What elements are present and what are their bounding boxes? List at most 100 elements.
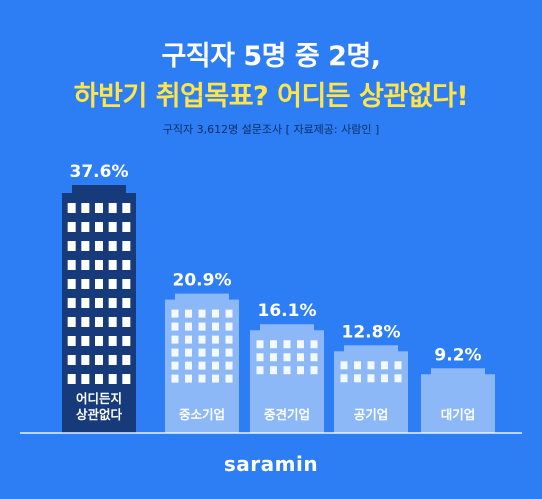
- brand-logo: saramin: [223, 452, 319, 476]
- bar-window: [225, 309, 233, 318]
- bar-window: [185, 322, 192, 331]
- bar-window: [95, 260, 103, 270]
- bar-window: [95, 355, 103, 365]
- bar-window: [270, 340, 277, 349]
- bar-window: [354, 361, 361, 370]
- bar-window: [212, 322, 219, 331]
- bar-window: [381, 374, 388, 383]
- bar-roof: [431, 368, 485, 376]
- bar-window: [198, 374, 206, 383]
- category-label: 공기업: [354, 407, 389, 422]
- bar-window: [256, 340, 264, 349]
- bar-window: [95, 317, 103, 327]
- bar-window: [81, 279, 90, 289]
- bar-window: [108, 222, 117, 232]
- bar-window: [270, 353, 277, 362]
- bar-window: [367, 374, 375, 383]
- bar-window: [108, 260, 117, 270]
- bar-window: [122, 203, 131, 213]
- bar-window: [354, 374, 361, 383]
- bar-window: [256, 366, 264, 375]
- bar-window: [95, 222, 103, 232]
- bar-window: [256, 353, 264, 362]
- chart-title-line1: 구직자 5명 중 2명,: [161, 41, 381, 72]
- bar-roof: [175, 293, 229, 301]
- chart-subtitle: 구직자 3,612명 설문조사 [ 자료제공: 사람인 ]: [162, 123, 380, 136]
- bar-window: [198, 322, 206, 331]
- bar-window: [185, 309, 192, 318]
- bar-window: [108, 336, 117, 346]
- bar-window: [225, 348, 233, 357]
- bar-window: [297, 353, 304, 362]
- bar-window: [185, 374, 192, 383]
- bar-window: [81, 355, 90, 365]
- bar-window: [297, 366, 304, 375]
- bar-window: [270, 366, 277, 375]
- bar-window: [122, 222, 131, 232]
- bar-window: [283, 366, 291, 375]
- bar-window: [212, 335, 219, 344]
- bar-window: [225, 374, 233, 383]
- bar-window: [340, 361, 348, 370]
- bar-window: [81, 317, 90, 327]
- bar-window: [381, 361, 388, 370]
- bar-window: [171, 374, 179, 383]
- bar-window: [171, 335, 179, 344]
- bar-window: [283, 353, 291, 362]
- bar-window: [122, 374, 131, 384]
- bar-window: [171, 348, 179, 357]
- bar-window: [212, 309, 219, 318]
- bar-window: [108, 241, 117, 251]
- bar-roof: [72, 185, 126, 194]
- bar-window: [297, 340, 304, 349]
- bar-window: [367, 361, 375, 370]
- bar-window: [122, 298, 131, 308]
- bar-window: [394, 361, 402, 370]
- bar-value-label: 20.9%: [173, 271, 232, 291]
- bar-window: [185, 361, 192, 370]
- bar-window: [171, 322, 179, 331]
- bar-window: [185, 335, 192, 344]
- bar-roof: [344, 345, 398, 353]
- bar-window: [198, 348, 206, 357]
- bar-window: [81, 336, 90, 346]
- bar-roof: [260, 324, 314, 332]
- category-label: 중소기업: [179, 407, 225, 422]
- bar-window: [67, 374, 76, 384]
- bar-window: [185, 348, 192, 357]
- bar-4: [421, 374, 495, 433]
- bar-window: [67, 203, 76, 213]
- category-label: 어디든지: [76, 391, 122, 406]
- bar-window: [225, 322, 233, 331]
- bar-window: [108, 279, 117, 289]
- bar-value-label: 9.2%: [434, 345, 481, 365]
- bar-window: [81, 260, 90, 270]
- bar-window: [95, 203, 103, 213]
- bar-window: [67, 355, 76, 365]
- category-label: 대기업: [441, 407, 476, 422]
- bar-window: [67, 336, 76, 346]
- bar-window: [310, 353, 318, 362]
- bar-window: [95, 241, 103, 251]
- bar-window: [95, 336, 103, 346]
- bar-0: [62, 193, 136, 433]
- bar-window: [122, 355, 131, 365]
- bar-window: [108, 374, 117, 384]
- bar-window: [171, 309, 179, 318]
- bar-window: [171, 361, 179, 370]
- bar-window: [212, 348, 219, 357]
- bar-window: [108, 317, 117, 327]
- bar-window: [310, 366, 318, 375]
- bar-window: [67, 241, 76, 251]
- bar-window: [340, 374, 348, 383]
- bar-window: [122, 336, 131, 346]
- bar-window: [67, 260, 76, 270]
- bar-window: [122, 241, 131, 251]
- bar-window: [198, 335, 206, 344]
- bar-window: [81, 241, 90, 251]
- category-label: 상관없다: [76, 407, 123, 422]
- bar-window: [81, 298, 90, 308]
- category-label: 중견기업: [264, 407, 310, 422]
- bar-window: [67, 279, 76, 289]
